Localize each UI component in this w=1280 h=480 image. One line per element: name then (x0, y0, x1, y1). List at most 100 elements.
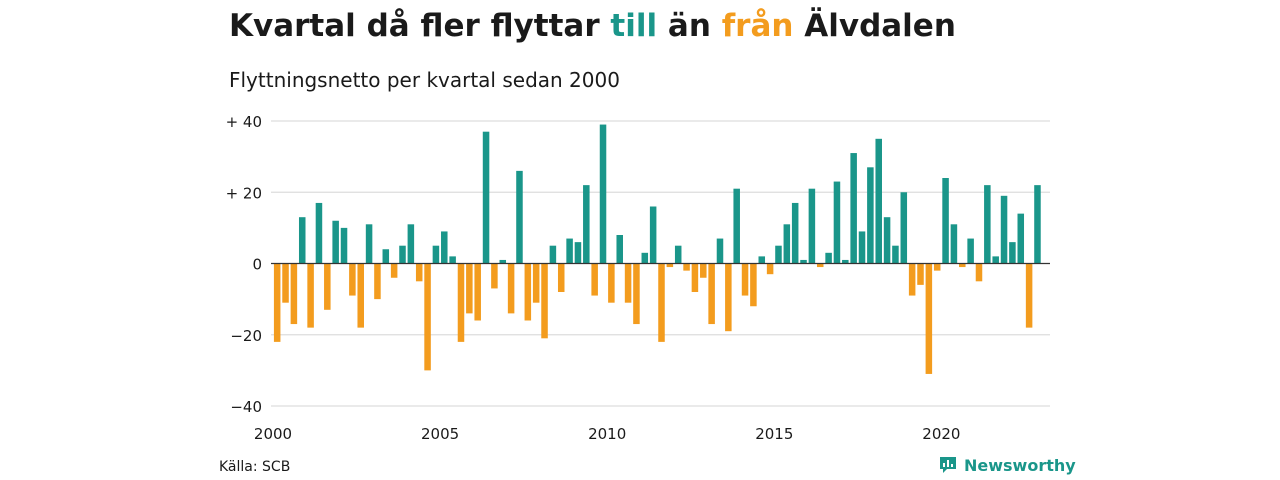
brand-name: Newsworthy (964, 455, 1076, 475)
bar (491, 263, 498, 289)
labels-layer: + 40 + 20 0 −20 −40 2000 2005 2010 2015 2020 (226, 113, 961, 443)
bar (992, 256, 999, 264)
bar (867, 167, 874, 264)
x-tick-label: 2005 (421, 425, 459, 443)
source-label: Källa: SCB (219, 459, 291, 475)
bar (624, 263, 632, 303)
bar (833, 181, 841, 264)
bar (357, 263, 364, 328)
bar (541, 263, 548, 339)
bar (758, 256, 766, 264)
bar (641, 252, 649, 264)
bar (399, 245, 406, 264)
bar (700, 263, 707, 278)
bar (967, 238, 974, 264)
bar (791, 202, 799, 264)
bar (984, 185, 991, 264)
bar (457, 263, 465, 342)
bar (875, 138, 882, 264)
chart-subtitle: Flyttningsnetto per kvartal sedan 2000 (229, 68, 620, 92)
bar (616, 235, 623, 264)
bar (365, 224, 373, 264)
bar (332, 220, 339, 264)
bar (282, 263, 289, 303)
bar (608, 263, 615, 303)
bar (524, 263, 532, 321)
bar (900, 192, 908, 264)
bar (658, 263, 665, 342)
y-tick-label: −40 (230, 398, 262, 416)
bar (908, 263, 916, 296)
bar (507, 263, 515, 314)
bar (349, 263, 356, 296)
bar (273, 263, 281, 342)
bar (307, 263, 314, 328)
bar (374, 263, 381, 300)
bar (716, 238, 724, 264)
bar (566, 238, 573, 264)
bar (649, 206, 657, 264)
bar (725, 263, 732, 332)
bar (1017, 213, 1025, 264)
bar (959, 263, 966, 268)
bar (407, 224, 415, 264)
bar (557, 263, 565, 292)
bar (474, 263, 481, 321)
newsworthy-icon (940, 457, 956, 473)
bar (750, 263, 757, 307)
bar (441, 231, 448, 264)
bar (708, 263, 715, 325)
x-tick-label: 2020 (922, 425, 960, 443)
bar (424, 263, 431, 371)
bar (975, 263, 983, 282)
bar (1034, 185, 1041, 264)
bar (390, 263, 398, 278)
bar (917, 263, 924, 285)
bar (775, 245, 782, 264)
bar (825, 252, 832, 264)
bar (674, 245, 682, 264)
y-tick-label: + 20 (226, 184, 262, 202)
y-tick-label: −20 (230, 327, 262, 345)
bar (290, 263, 298, 325)
bar (591, 263, 598, 296)
bar (449, 256, 456, 264)
bar (892, 245, 899, 264)
bar (1000, 195, 1008, 264)
bar (315, 202, 323, 264)
bar (783, 224, 791, 264)
bar (691, 263, 699, 292)
x-tick-label: 2010 (588, 425, 626, 443)
bar (516, 170, 523, 264)
bar (925, 263, 933, 374)
x-tick-label: 2000 (254, 425, 292, 443)
newsworthy-logo[interactable]: Newsworthy (938, 455, 1076, 475)
title-suffix: Älvdalen (793, 8, 956, 44)
bar (942, 178, 949, 264)
title-till: till (610, 8, 658, 44)
bar (499, 259, 507, 264)
y-tick-label: 0 (252, 256, 262, 274)
bar (432, 245, 440, 264)
title-fran: från (721, 8, 794, 44)
bar (1009, 242, 1016, 264)
bar (800, 259, 807, 264)
title-prefix: Kvartal då fler flyttar (229, 8, 611, 44)
bar (324, 263, 331, 310)
chart-title: Kvartal då fler flyttar till än från Älv… (229, 8, 956, 44)
bar (532, 263, 540, 303)
bar (950, 224, 958, 264)
bar (683, 263, 690, 271)
bar (340, 227, 348, 264)
title-mid: än (657, 8, 722, 44)
bar (883, 217, 891, 264)
x-tick-label: 2015 (755, 425, 793, 443)
bar (466, 263, 473, 314)
bar (666, 263, 674, 268)
bar (298, 217, 306, 264)
bar (574, 242, 582, 264)
bar (741, 263, 749, 296)
bar (733, 188, 740, 264)
bars-layer (273, 124, 1041, 374)
